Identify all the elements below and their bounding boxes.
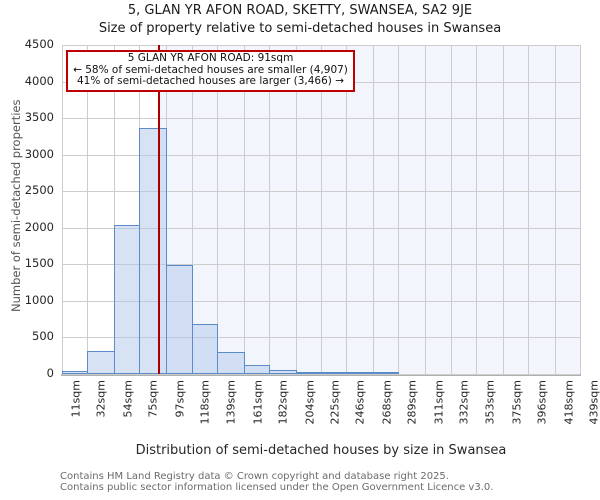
x-tick-label: 439sqm [587,380,600,425]
gridline [114,45,115,374]
x-tick-label: 32sqm [94,380,107,418]
y-axis-label: Number of semi-detached properties [9,99,23,312]
gridline [62,374,580,375]
x-axis-label: Distribution of semi-detached houses by … [135,443,507,458]
x-tick-label: 118sqm [198,380,211,425]
gridline [451,45,452,374]
x-tick-label: 418sqm [562,380,575,425]
chart-footer: Contains HM Land Registry data © Crown c… [60,471,493,493]
plot-area [62,45,581,375]
x-tick-label: 139sqm [224,380,237,425]
x-tick-label: 246sqm [353,380,366,425]
x-tick-label: 182sqm [276,380,289,425]
footer-line-1: Contains HM Land Registry data © Crown c… [60,471,449,482]
footer-line-2: Contains public sector information licen… [60,482,494,493]
x-tick-label: 311sqm [432,380,445,425]
gridline [62,337,580,338]
x-tick-label: 75sqm [146,380,159,418]
chart-subtitle: Size of property relative to semi-detach… [98,21,502,36]
annotation-line-1: 5 GLAN YR AFON ROAD: 91sqm [127,52,294,64]
x-tick-label: 353sqm [483,380,496,425]
gridline [503,45,504,374]
y-tick-label: 4000 [24,74,54,88]
y-tick-label: 3000 [24,147,54,161]
histogram-bar [87,351,115,374]
gridline [528,45,529,374]
gridline [217,45,218,374]
histogram-bar [192,324,218,374]
gridline [244,45,245,374]
histogram-bar [346,372,374,374]
histogram-bar [139,128,167,374]
x-tick-label: 332sqm [457,380,470,425]
gridline [321,45,322,374]
x-tick-label: 225sqm [328,380,341,425]
gridline [269,45,270,374]
annotation-line-3: 41% of semi-detached houses are larger (… [76,75,344,87]
shaded-larger-region [158,45,580,374]
x-axis-line [61,374,581,376]
gridline [62,45,580,46]
x-tick-label: 11sqm [69,380,82,418]
y-tick-label: 1500 [24,256,54,270]
y-tick-label: 2000 [24,220,54,234]
gridline [398,45,399,374]
y-tick-label: 4500 [24,37,54,51]
x-tick-label: 54sqm [121,380,134,418]
x-tick-label: 204sqm [303,380,316,425]
gridline [62,264,580,265]
gridline [555,45,556,374]
y-tick-label: 2500 [24,183,54,197]
histogram-bar [166,265,193,374]
gridline [87,45,88,374]
histogram-bar [296,372,322,374]
x-tick-label: 97sqm [173,380,186,418]
x-tick-label: 289sqm [405,380,418,425]
y-tick-label: 0 [46,366,54,380]
gridline [296,45,297,374]
gridline [580,45,581,374]
histogram-bar [62,371,88,374]
gridline [62,191,580,192]
histogram-bar [217,352,245,374]
gridline [62,118,580,119]
gridline [62,155,580,156]
y-tick-label: 500 [32,329,54,343]
annotation-box: 5 GLAN YR AFON ROAD: 91sqm ← 58% of semi… [66,50,355,92]
histogram-bar [269,370,297,374]
x-tick-label: 375sqm [510,380,523,425]
gridline [62,301,580,302]
y-tick-label: 1000 [24,293,54,307]
y-tick-label: 3500 [24,110,54,124]
gridline [476,45,477,374]
histogram-bar [114,225,140,374]
gridline [346,45,347,374]
gridline [192,45,193,374]
chart-title: 5, GLAN YR AFON ROAD, SKETTY, SWANSEA, S… [127,3,473,18]
gridline [62,228,580,229]
histogram-bar [244,365,270,374]
gridline [373,45,374,374]
x-tick-label: 268sqm [380,380,393,425]
histogram-bar [321,372,347,374]
x-tick-label: 161sqm [251,380,264,425]
x-tick-label: 396sqm [535,380,548,425]
annotation-line-2: ← 58% of semi-detached houses are smalle… [73,63,348,76]
property-size-marker-line [157,45,160,374]
histogram-bar [373,372,399,374]
gridline [62,45,63,374]
gridline [425,45,426,374]
